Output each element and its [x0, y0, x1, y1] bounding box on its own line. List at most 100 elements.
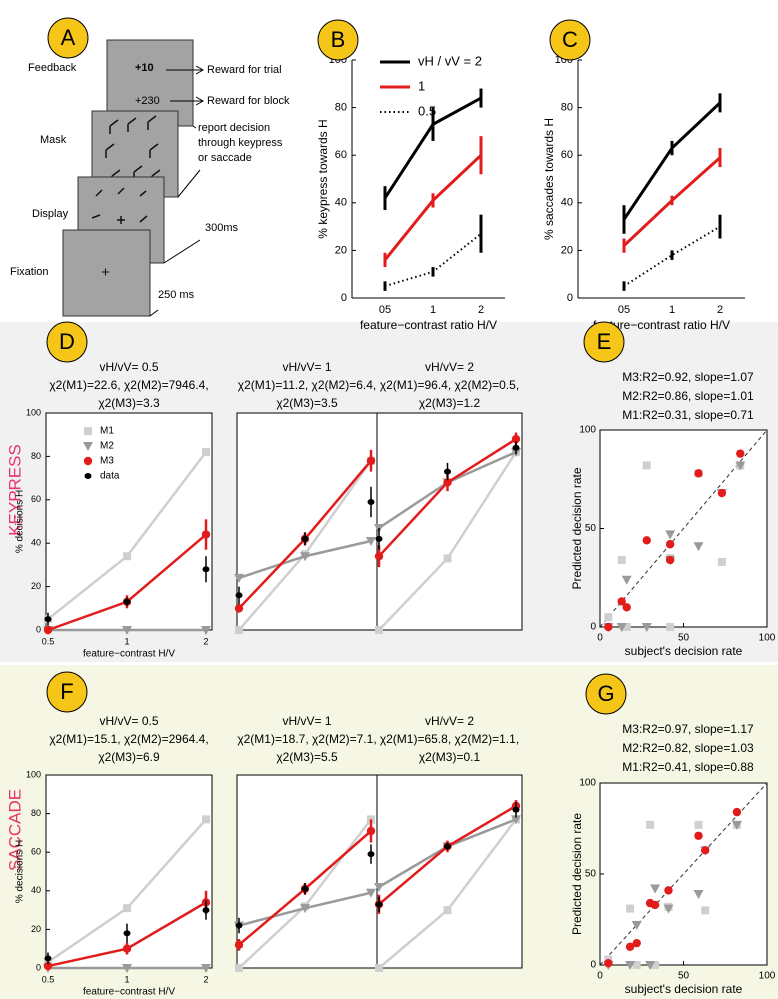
x-axis-label: feature−contrast ratio H/V: [593, 318, 730, 332]
marker-triangle: [645, 961, 656, 970]
marker-square: [84, 427, 92, 435]
marker-dot: [444, 468, 451, 475]
marker-dot: [84, 473, 92, 479]
marker-triangle: [201, 964, 211, 973]
marker-dot: [202, 907, 210, 914]
marker-triangle: [735, 461, 746, 471]
marker-triangle: [300, 552, 310, 562]
stage-label: Feedback: [28, 62, 77, 74]
y-tick-label: 20: [31, 581, 41, 591]
y-tick-label: 100: [26, 407, 41, 417]
marker-triangle: [665, 530, 676, 540]
marker-triangle: [621, 575, 632, 585]
x-axis-label: feature−contrast ratio H/V: [360, 318, 497, 332]
marker-square: [375, 964, 383, 972]
marker-square: [123, 904, 131, 913]
marker-square: [717, 557, 726, 566]
x-tick-label: 2: [203, 974, 208, 984]
marker-circle: [43, 961, 53, 971]
marker-dot: [367, 851, 375, 858]
annotation: M3:R2=0.92, slope=1.07: [622, 370, 754, 384]
report-text: through keypress: [198, 137, 283, 149]
marker-dot: [512, 444, 520, 451]
marker-circle: [234, 604, 244, 613]
marker-dot: [444, 843, 451, 850]
subplot-subtitle: χ2(M3)=0.1: [419, 750, 481, 764]
x-axis-label: subject's decision rate: [625, 644, 743, 658]
y-tick-label: 40: [561, 197, 573, 209]
marker-circle: [617, 597, 626, 606]
y-tick-label: 50: [585, 869, 597, 880]
marker-dot: [123, 598, 131, 605]
marker-triangle: [300, 904, 310, 914]
panel-badge: [585, 673, 627, 715]
marker-square: [626, 904, 635, 913]
marker-circle: [717, 488, 727, 498]
y-tick-label: 20: [561, 244, 573, 256]
legend-label: 1: [418, 78, 425, 93]
marker-dot: [202, 566, 210, 573]
legend-label: data: [100, 471, 120, 482]
marker-circle: [122, 944, 132, 953]
mask-glyphs: [105, 115, 161, 184]
marker-dot: [301, 885, 309, 892]
stage-label: Fixation: [10, 266, 49, 278]
subplot-subtitle: χ2(M1)=18.7, χ2(M2)=7.1,: [237, 732, 376, 746]
x-tick-label: 2: [717, 304, 723, 316]
panel-letter: F: [60, 679, 73, 704]
plot-frame: [45, 774, 213, 969]
marker-triangle: [616, 623, 627, 632]
reward-arrows: [166, 65, 205, 106]
y-tick-label: 40: [335, 197, 347, 209]
marker-circle: [694, 831, 703, 840]
x-tick-label: 1: [124, 974, 129, 984]
marker-circle: [374, 552, 384, 561]
series-line: [623, 225, 721, 287]
panel-badge: [583, 321, 625, 363]
section-label: KEYPRESS: [5, 444, 24, 536]
x-tick-label: 0: [597, 971, 603, 982]
marker-triangle: [631, 920, 642, 930]
marker-circle: [650, 900, 660, 910]
marker-circle: [366, 456, 376, 465]
marker-square: [375, 626, 383, 634]
marker-square: [701, 906, 710, 915]
marker-square: [632, 961, 641, 969]
marker-circle: [701, 846, 710, 855]
x-tick-label: 2: [203, 636, 208, 646]
y-tick-label: 0: [36, 624, 41, 634]
y-tick-label: 0: [567, 292, 573, 304]
marker-square: [694, 820, 703, 829]
plot-frame: [236, 412, 378, 631]
x-tick-label: 2: [478, 304, 484, 316]
x-tick-label: 05: [379, 304, 391, 316]
x-tick-label: 1: [669, 304, 675, 316]
marker-circle: [632, 938, 641, 948]
marker-circle: [604, 622, 613, 632]
subplot-subtitle: χ2(M1)=22.6, χ2(M2)=7946.4,: [49, 378, 208, 392]
subplot-title: vH/vV= 2: [425, 360, 474, 374]
subplot-subtitle: χ2(M1)=96.4, χ2(M2)=0.5,: [380, 378, 519, 392]
legend-label: M1: [100, 426, 114, 437]
marker-square: [617, 556, 626, 565]
x-tick-label: 05: [618, 304, 630, 316]
stage-label: Mask: [40, 134, 67, 146]
y-tick-label: 60: [31, 494, 41, 504]
x-tick-label: 50: [678, 971, 690, 982]
marker-triangle: [650, 884, 661, 894]
marker-triangle: [366, 888, 376, 898]
y-tick-label: 80: [561, 102, 573, 114]
marker-square: [443, 906, 452, 915]
report-text: report decision: [198, 122, 270, 134]
legend-label: vH / vV = 2: [418, 53, 482, 68]
plot-frame: [236, 774, 378, 969]
marker-square: [646, 820, 655, 829]
y-tick-label: 60: [335, 149, 347, 161]
x-axis-label: feature−contrast H/V: [83, 649, 175, 660]
duration-label: 250 ms: [158, 289, 195, 301]
marker-dot: [367, 498, 375, 505]
subplot-title: vH/vV= 0.5: [99, 714, 158, 728]
annotation: M1:R2=0.31, slope=0.71: [622, 408, 754, 422]
y-tick-label: 100: [579, 425, 596, 436]
marker-circle: [201, 530, 211, 539]
